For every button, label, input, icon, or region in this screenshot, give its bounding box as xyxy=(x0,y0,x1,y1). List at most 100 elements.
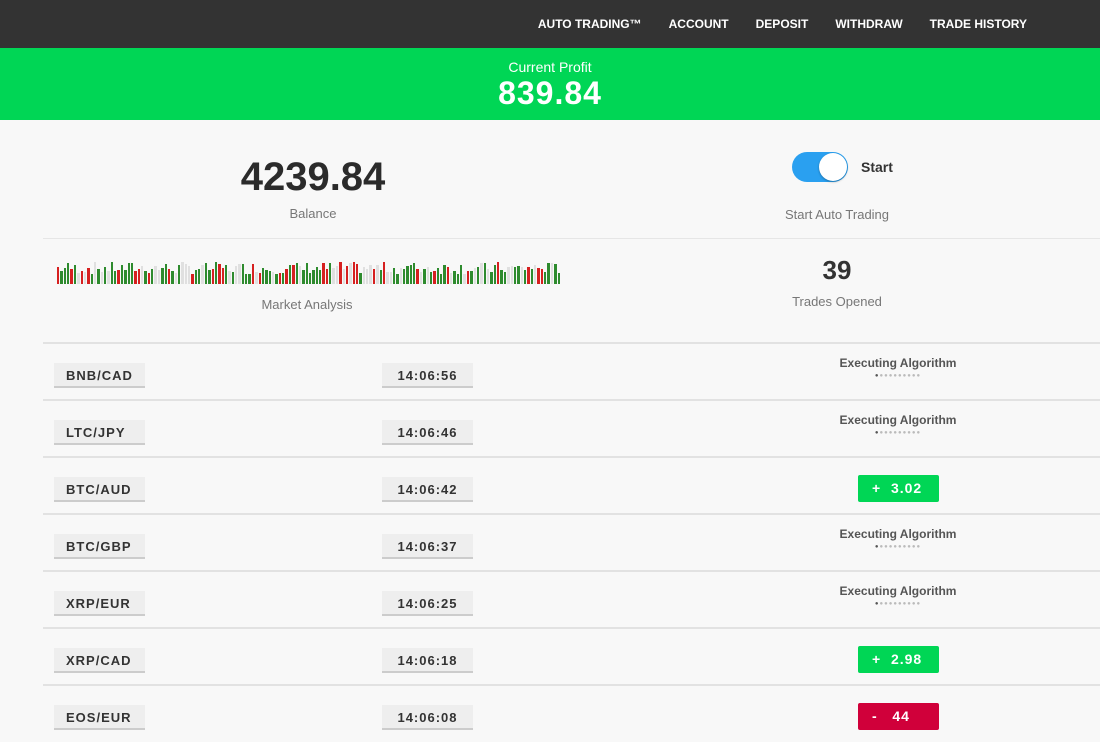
market-bar xyxy=(248,273,251,284)
market-bar xyxy=(527,267,530,284)
market-bar xyxy=(77,273,80,284)
market-bar xyxy=(154,266,157,284)
trades-opened-label: Trades Opened xyxy=(792,294,882,309)
market-bar xyxy=(204,262,208,284)
market-bar xyxy=(436,267,439,284)
market-bar xyxy=(255,272,258,284)
market-bar xyxy=(547,262,550,284)
trade-status: Executing Algorithm ●●●●●●●●●● xyxy=(798,527,998,550)
market-bar xyxy=(251,264,255,284)
market-bar xyxy=(463,273,466,284)
market-bar xyxy=(104,267,107,284)
market-bar xyxy=(167,268,171,284)
market-bar xyxy=(63,267,67,284)
market-bar xyxy=(224,264,228,284)
market-bar xyxy=(228,270,231,284)
market-bar xyxy=(80,271,83,284)
market-bar xyxy=(554,263,557,284)
market-bar xyxy=(191,273,194,284)
trade-pair: LTC/JPY xyxy=(54,420,145,445)
nav-account[interactable]: ACCOUNT xyxy=(668,17,729,31)
market-bar xyxy=(177,264,181,284)
trade-pair: XRP/CAD xyxy=(54,648,145,673)
market-bar xyxy=(406,266,409,284)
market-bar xyxy=(369,264,372,284)
market-bar xyxy=(194,269,198,284)
market-bar xyxy=(302,269,305,284)
trade-result-badge: - 44 xyxy=(858,703,939,730)
market-bar xyxy=(456,273,460,284)
market-bar xyxy=(93,262,97,284)
market-bar xyxy=(295,262,298,284)
status-text: Executing Algorithm xyxy=(839,356,957,370)
market-bar xyxy=(272,272,275,284)
market-bar xyxy=(60,271,63,284)
trade-pair: BNB/CAD xyxy=(54,363,145,388)
market-bar xyxy=(100,271,104,284)
trade-time: 14:06:56 xyxy=(382,363,473,388)
market-bar xyxy=(439,273,443,284)
market-bar xyxy=(392,267,396,284)
market-bar xyxy=(292,265,295,284)
profit-value: 839.84 xyxy=(498,75,602,111)
profit-label: Current Profit xyxy=(508,59,592,75)
market-bar xyxy=(470,271,473,284)
market-bar xyxy=(265,269,268,284)
market-bar xyxy=(376,265,379,284)
toggle-switch[interactable] xyxy=(792,152,848,182)
market-bar xyxy=(362,267,366,284)
toggle-label: Start xyxy=(861,159,893,175)
balance-value: 4239.84 xyxy=(240,155,386,199)
nav-auto-trading[interactable]: AUTO TRADING™ xyxy=(537,17,642,31)
nav-deposit[interactable]: DEPOSIT xyxy=(755,17,809,31)
market-bar xyxy=(130,263,134,284)
market-bar xyxy=(352,262,355,284)
market-bar xyxy=(399,267,403,284)
trade-status: Executing Algorithm ●●●●●●●●●● xyxy=(798,356,998,379)
market-bar xyxy=(409,265,413,284)
nav-trade-history[interactable]: TRADE HISTORY xyxy=(929,17,1027,31)
market-bar xyxy=(446,267,450,284)
market-bar xyxy=(181,262,184,284)
market-bar xyxy=(349,263,352,284)
market-bar xyxy=(322,263,325,284)
market-bar xyxy=(140,266,144,284)
market-bar xyxy=(523,270,527,284)
market-bar xyxy=(231,272,235,284)
market-bar xyxy=(534,265,537,284)
market-bar xyxy=(57,267,60,284)
market-bar xyxy=(510,265,513,284)
auto-trading-toggle[interactable]: Start xyxy=(792,152,893,182)
market-bar xyxy=(73,264,77,284)
market-bar xyxy=(497,262,500,284)
market-bar xyxy=(258,273,261,284)
market-bar xyxy=(416,269,419,284)
market-bar xyxy=(298,266,302,284)
trade-time: 14:06:25 xyxy=(382,591,473,616)
market-analysis-bars xyxy=(57,262,560,284)
progress-dots-icon: ●●●●●●●●●● xyxy=(874,601,922,607)
market-bar xyxy=(520,266,523,284)
market-bar xyxy=(517,265,520,284)
market-bar xyxy=(137,269,140,284)
market-bar xyxy=(325,269,329,284)
market-bar xyxy=(490,271,493,284)
market-bar xyxy=(312,270,315,284)
divider xyxy=(43,238,1100,239)
market-bar xyxy=(537,267,540,284)
market-bar xyxy=(161,268,164,284)
market-bar xyxy=(87,268,90,284)
market-bar xyxy=(493,265,497,284)
nav-withdraw[interactable]: WITHDRAW xyxy=(835,17,903,31)
trade-row: XRP/CAD 14:06:18 + 2.98 xyxy=(43,627,1100,684)
market-bar xyxy=(466,270,470,284)
market-bar xyxy=(345,265,349,284)
market-bar xyxy=(241,264,245,284)
market-bar xyxy=(483,262,486,284)
market-bar xyxy=(147,273,151,284)
trades-opened-value: 39 xyxy=(822,255,852,285)
market-bar xyxy=(403,269,406,284)
trade-time: 14:06:46 xyxy=(382,420,473,445)
market-bar xyxy=(211,268,214,284)
market-bar xyxy=(544,272,547,284)
